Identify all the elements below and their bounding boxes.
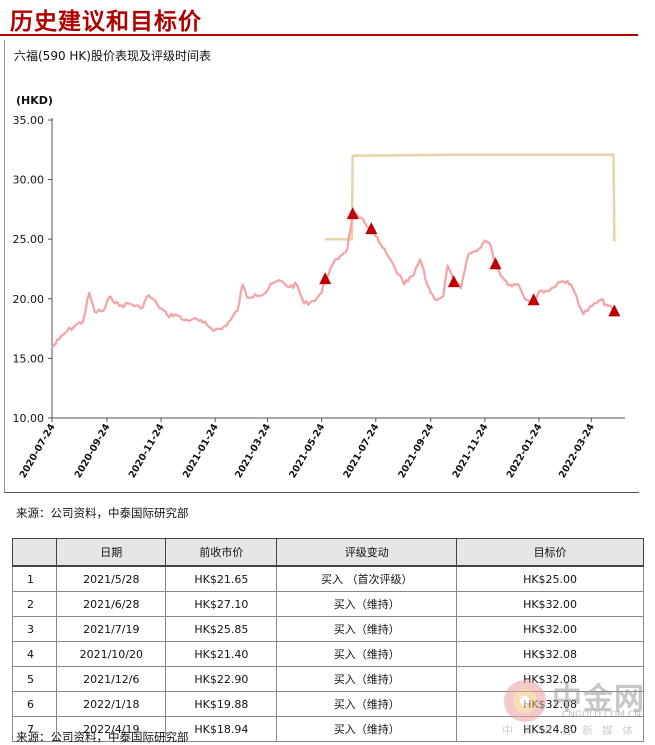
- table-cell: HK$27.10: [165, 591, 278, 617]
- table-cell: HK$32.00: [456, 616, 644, 642]
- rating-marker: [447, 275, 460, 288]
- x-tick-label: 2021-09-24: [396, 422, 436, 480]
- table-cell: 买入（维持）: [276, 641, 458, 667]
- y-tick-label: 20.00: [13, 293, 45, 306]
- table-cell: 买入（维持）: [276, 666, 458, 692]
- table-row: 6 2022/1/18 HK$19.88 买入（维持） HK$32.08: [11, 691, 644, 717]
- table-header-cell: 目标价: [456, 538, 644, 567]
- table-cell: 1: [11, 565, 58, 592]
- table-cell: 2021/6/28: [56, 591, 167, 617]
- y-tick-label: 30.00: [13, 174, 45, 187]
- table-cell: 2021/5/28: [56, 565, 167, 592]
- table-cell: HK$32.00: [456, 591, 644, 617]
- table-cell: 2022/4/19: [56, 716, 167, 742]
- table-row: 3 2021/7/19 HK$25.85 买入（维持） HK$32.00: [11, 616, 644, 642]
- table-cell: HK$32.08: [456, 666, 644, 692]
- rating-marker: [489, 257, 502, 270]
- table-cell: HK$25.85: [165, 616, 278, 642]
- table-cell: HK$18.94: [165, 716, 278, 742]
- table-row: 2 2021/6/28 HK$27.10 买入（维持） HK$32.00: [11, 591, 644, 617]
- table-cell: 买入（维持）: [276, 616, 458, 642]
- watermark: 中金网 CNGOLD.COM.CN 中文财经新媒体: [500, 676, 650, 737]
- table-cell: 买入（维持）: [276, 591, 458, 617]
- table-cell: 2021/10/20: [56, 641, 167, 667]
- y-tick-label: 25.00: [13, 233, 45, 246]
- table-cell: 5: [11, 666, 58, 692]
- rating-marker: [608, 304, 621, 317]
- page-title: 历史建议和目标价: [10, 8, 202, 35]
- chart-source: 来源：公司资料，中泰国际研究部: [16, 506, 189, 520]
- table-row: 4 2021/10/20 HK$21.40 买入（维持） HK$32.08: [11, 641, 644, 667]
- y-unit-label: (HKD): [16, 94, 53, 107]
- x-tick-label: 2021-05-24: [287, 422, 327, 480]
- x-tick-label: 2020-07-24: [18, 422, 58, 480]
- table-cell: 7: [11, 716, 58, 742]
- rating-marker: [365, 222, 378, 235]
- table-cell: HK$24.80: [456, 716, 644, 742]
- table-cell: 2021/7/19: [56, 616, 167, 642]
- table-cell: HK$19.88: [165, 691, 278, 717]
- table-header-cell: 评级变动: [276, 538, 458, 567]
- chart-frame: [4, 40, 639, 493]
- rating-marker: [346, 207, 359, 220]
- table-header-cell: 日期: [56, 538, 167, 567]
- x-tick-label: 2022-03-24: [557, 422, 597, 480]
- table-cell: 买入（维持）: [276, 691, 458, 717]
- price-chart: (HKD)35.0030.0025.0020.0015.0010.002020-…: [13, 94, 625, 480]
- watermark-sub: 中文财经新媒体: [502, 724, 642, 737]
- table-row: 1 2021/5/28 HK$21.65 买入 （首次评级） HK$25.00: [11, 565, 644, 592]
- table-cell: 买入（维持）: [276, 716, 458, 742]
- x-tick-label: 2021-01-24: [181, 422, 221, 480]
- table-cell: 2021/12/6: [56, 666, 167, 692]
- table-cell: HK$25.00: [456, 565, 644, 592]
- table-row: 5 2021/12/6 HK$22.90 买入（维持） HK$32.08: [11, 666, 644, 692]
- price-line: [51, 212, 616, 349]
- x-tick-label: 2020-09-24: [73, 422, 113, 480]
- x-tick-label: 2021-07-24: [341, 422, 381, 480]
- rating-table: 日期 前收市价 评级变动 目标价 1 2021/5/28 HK$21.65 买入 （首次评级…: [11, 538, 644, 742]
- table-source: 来源：公司资料，中泰国际研究部: [16, 730, 189, 744]
- table-body: 1 2021/5/28 HK$21.65 买入 （首次评级） HK$25.00 2 2021…: [11, 565, 644, 742]
- table-cell: 4: [11, 641, 58, 667]
- watermark-url: CNGOLD.COM.CN: [562, 710, 641, 720]
- table-cell: HK$32.08: [456, 641, 644, 667]
- table-header-row: 日期 前收市价 评级变动 目标价: [11, 538, 644, 567]
- chart-title: 六福(590 HK)股价表现及评级时间表: [14, 49, 211, 63]
- table-cell: HK$21.40: [165, 641, 278, 667]
- watermark-text: 中金网: [552, 682, 645, 717]
- table-cell: HK$22.90: [165, 666, 278, 692]
- table-cell: 3: [11, 616, 58, 642]
- y-tick-label: 35.00: [13, 114, 45, 127]
- watermark-logo-icon: [504, 680, 546, 722]
- x-tick-label: 2022-01-24: [505, 422, 545, 480]
- table-cell: HK$21.65: [165, 565, 278, 592]
- y-tick-label: 10.00: [13, 412, 45, 425]
- rating-marker: [527, 293, 540, 306]
- table-header-cell: [11, 538, 58, 567]
- target-price-line: [325, 153, 616, 242]
- title-rule: [0, 34, 638, 36]
- x-tick-label: 2021-03-24: [233, 422, 273, 480]
- table-cell: 6: [11, 691, 58, 717]
- table-cell: 买入 （首次评级）: [276, 565, 458, 592]
- rating-marker: [319, 272, 332, 285]
- table-cell: 2022/1/18: [56, 691, 167, 717]
- table-cell: 2: [11, 591, 58, 617]
- y-tick-label: 15.00: [13, 352, 45, 365]
- table-row: 7 2022/4/19 HK$18.94 买入（维持） HK$24.80: [11, 716, 644, 742]
- x-tick-label: 2020-11-24: [127, 422, 167, 480]
- x-tick-label: 2021-11-24: [451, 422, 491, 480]
- table-header-cell: 前收市价: [165, 538, 278, 567]
